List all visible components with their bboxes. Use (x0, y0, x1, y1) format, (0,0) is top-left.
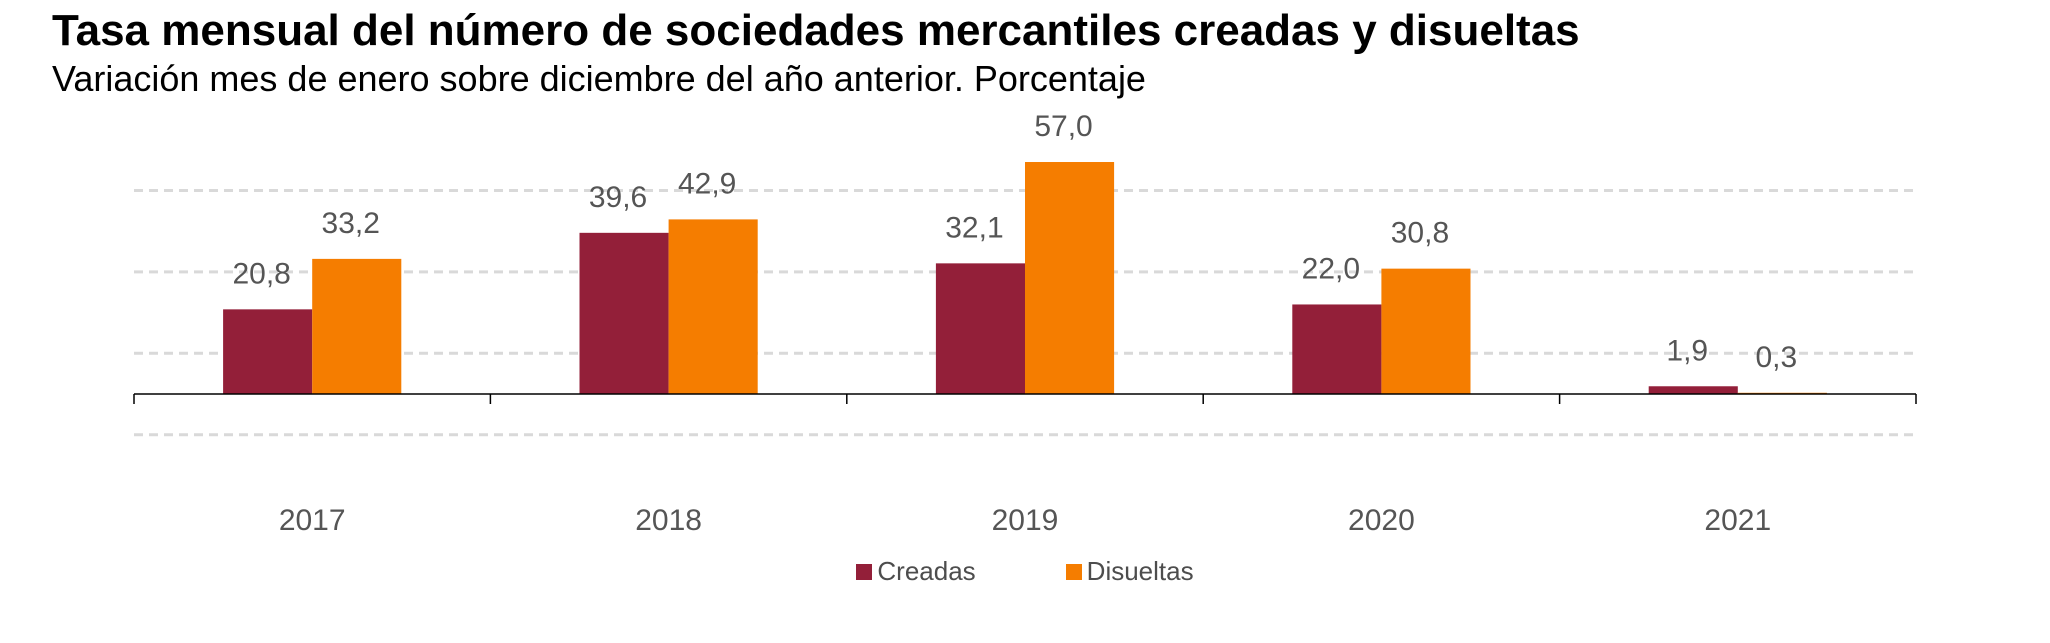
data-labels: 20,8 33,2 39,6 42,9 32,1 57,0 22,0 30,8 1,9 0,3 (232, 110, 1797, 374)
x-tick-label-2017: 2017 (279, 504, 346, 537)
data-label-creadas-2018: 39,6 (589, 181, 647, 214)
legend-label-creadas: Creadas (877, 556, 976, 586)
legend-item-disueltas[interactable]: Disueltas (1065, 556, 1194, 587)
bars (223, 162, 1827, 394)
data-label-creadas-2020: 22,0 (1302, 252, 1360, 285)
legend-marker-creadas (856, 563, 873, 580)
bar-creadas-2017 (223, 309, 313, 394)
bar-disueltas-2018 (668, 219, 758, 394)
legend-item-creadas[interactable]: Creadas (856, 556, 976, 587)
chart-subtitle: Variación mes de enero sobre diciembre d… (52, 58, 1146, 99)
data-label-disueltas-2021: 0,3 (1755, 341, 1797, 374)
legend-label-disueltas: Disueltas (1086, 556, 1194, 586)
x-tick-label-2019: 2019 (992, 504, 1059, 537)
bar-disueltas-2017 (312, 258, 402, 394)
x-tick-label-2018: 2018 (635, 504, 702, 537)
x-tick-label-2021: 2021 (1704, 504, 1771, 537)
bar-creadas-2018 (579, 232, 669, 394)
legend-marker-disueltas (1065, 563, 1082, 580)
bar-creadas-2019 (935, 263, 1025, 394)
bar-disueltas-2019 (1025, 162, 1115, 394)
x-tick-label-2020: 2020 (1348, 504, 1415, 537)
data-label-creadas-2017: 20,8 (232, 257, 290, 290)
bar-creadas-2020 (1292, 304, 1382, 394)
bar-disueltas-2020 (1381, 268, 1471, 394)
data-label-creadas-2019: 32,1 (945, 211, 1003, 244)
chart-title: Tasa mensual del número de sociedades me… (52, 6, 1580, 55)
data-label-disueltas-2020: 30,8 (1391, 217, 1449, 250)
data-label-creadas-2021: 1,9 (1666, 334, 1708, 367)
legend: Creadas Disueltas (0, 556, 2050, 587)
bar-creadas-2021 (1648, 386, 1738, 394)
data-label-disueltas-2018: 42,9 (678, 167, 736, 200)
x-axis (133, 393, 1917, 404)
x-tick-labels: 2017 2018 2019 2020 2021 (279, 504, 1771, 537)
data-label-disueltas-2019: 57,0 (1034, 110, 1092, 143)
data-label-disueltas-2017: 33,2 (322, 207, 380, 240)
